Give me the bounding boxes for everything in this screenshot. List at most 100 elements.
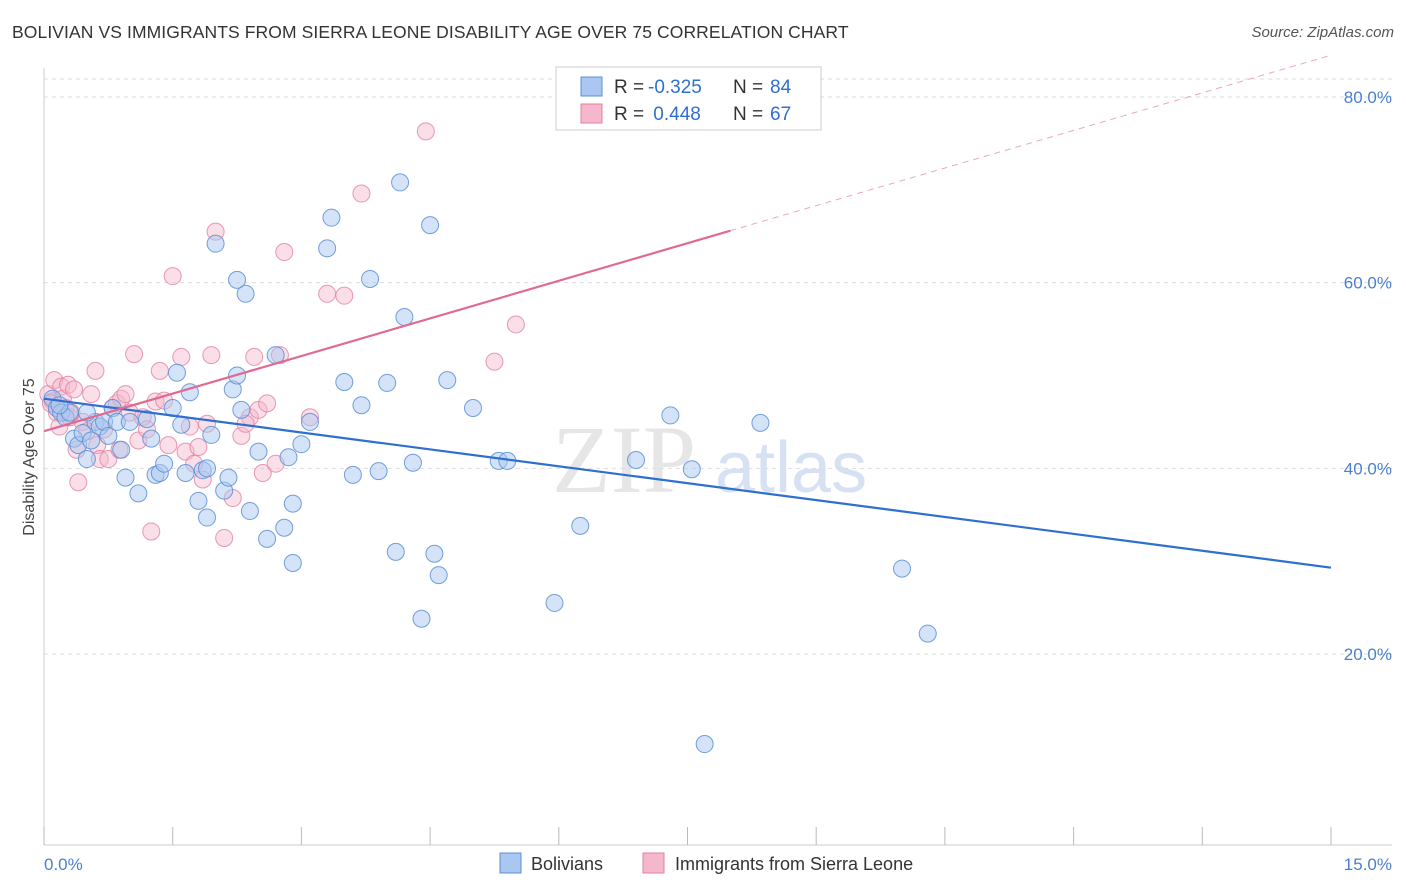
stats-r-label-2: R = xyxy=(614,104,644,125)
data-point-bolivians xyxy=(429,566,448,585)
data-point-sierra-leone xyxy=(485,352,504,371)
data-point-sierra-leone xyxy=(65,380,84,399)
data-point-bolivians xyxy=(228,270,247,289)
data-point-sierra-leone xyxy=(82,385,101,404)
data-point-bolivians xyxy=(335,372,354,391)
data-point-bolivians xyxy=(751,413,770,432)
data-point-bolivians xyxy=(189,491,208,510)
data-point-bolivians xyxy=(464,398,482,417)
trend-line-bolivians xyxy=(43,397,1332,569)
chart-source: Source: ZipAtlas.com xyxy=(1251,24,1394,41)
data-point-bolivians xyxy=(421,216,440,235)
data-point-bolivians xyxy=(176,463,195,482)
x-tick-label-min: 0.0% xyxy=(44,855,83,874)
stats-swatch-bolivians xyxy=(580,76,603,97)
trend-lines xyxy=(43,54,1332,569)
y-tick-label: 80.0% xyxy=(1344,88,1392,107)
data-point-bolivians xyxy=(395,308,414,327)
y-tick-label: 40.0% xyxy=(1344,459,1392,478)
stats-n-label-1: N = xyxy=(733,77,763,98)
stats-r-value-1: -0.325 xyxy=(648,77,702,98)
data-point-bolivians xyxy=(300,412,319,431)
data-point-bolivians xyxy=(172,415,191,434)
data-point-bolivians xyxy=(206,234,225,253)
data-point-bolivians xyxy=(412,609,431,628)
data-point-sierra-leone xyxy=(258,394,277,413)
stats-r-label-1: R = xyxy=(614,77,644,98)
data-point-sierra-leone xyxy=(142,522,161,541)
data-point-bolivians xyxy=(627,450,646,469)
data-point-sierra-leone xyxy=(150,361,169,380)
data-point-bolivians xyxy=(369,462,388,481)
stats-swatch-sierra-leone xyxy=(580,103,603,124)
data-point-sierra-leone xyxy=(245,347,264,366)
data-point-bolivians xyxy=(167,363,186,382)
data-point-sierra-leone xyxy=(506,315,525,334)
stats-legend-box: R = -0.325 N = 84 R = 0.448 N = 67 xyxy=(555,66,822,131)
data-point-sierra-leone xyxy=(159,436,178,455)
data-point-sierra-leone xyxy=(335,286,354,305)
data-point-bolivians xyxy=(695,735,714,754)
data-point-bolivians xyxy=(198,459,217,478)
data-point-bolivians xyxy=(352,396,371,415)
series-bolivians-points xyxy=(43,173,937,754)
data-point-bolivians xyxy=(202,425,221,444)
y-tick-label: 60.0% xyxy=(1344,274,1392,293)
data-point-sierra-leone xyxy=(232,426,251,445)
data-point-bolivians xyxy=(283,554,302,573)
data-point-sierra-leone xyxy=(416,122,435,141)
legend-swatch-sierra-leone xyxy=(642,852,665,874)
stats-r-value-2: 0.448 xyxy=(648,104,701,125)
data-point-bolivians xyxy=(279,448,298,467)
data-point-bolivians xyxy=(120,412,139,431)
data-point-sierra-leone xyxy=(86,361,105,380)
series-sierra-leone-points xyxy=(39,122,525,547)
data-point-bolivians xyxy=(343,465,362,484)
data-point-bolivians xyxy=(116,468,135,487)
legend-label-bolivians: Bolivians xyxy=(531,854,603,874)
data-point-bolivians xyxy=(283,494,302,513)
data-point-bolivians xyxy=(893,559,911,578)
data-point-bolivians xyxy=(438,371,457,390)
data-point-bolivians xyxy=(918,624,937,643)
chart-title: BOLIVIAN VS IMMIGRANTS FROM SIERRA LEONE… xyxy=(12,22,849,42)
data-point-bolivians xyxy=(232,400,251,419)
data-point-bolivians xyxy=(403,453,422,472)
watermark: ZIP atlas xyxy=(552,406,867,513)
series-legend: Bolivians Immigrants from Sierra Leone xyxy=(499,852,913,874)
data-point-bolivians xyxy=(219,468,238,487)
data-point-bolivians xyxy=(77,450,96,469)
data-point-bolivians xyxy=(682,460,701,479)
data-point-sierra-leone xyxy=(69,473,88,492)
data-point-bolivians xyxy=(258,529,277,548)
data-point-bolivians xyxy=(99,426,118,445)
data-point-bolivians xyxy=(137,410,156,429)
data-point-sierra-leone xyxy=(202,346,221,365)
data-point-bolivians xyxy=(292,435,311,454)
data-point-bolivians xyxy=(198,508,217,527)
y-tick-labels: 20.0% 40.0% 60.0% 80.0% xyxy=(1344,88,1392,664)
data-point-bolivians xyxy=(236,284,255,303)
data-point-sierra-leone xyxy=(125,345,144,364)
data-point-bolivians xyxy=(322,208,341,227)
data-point-sierra-leone xyxy=(59,375,78,394)
data-point-bolivians xyxy=(571,516,590,535)
data-point-bolivians xyxy=(378,373,397,392)
y-axis-label: Disability Age Over 75 xyxy=(21,378,38,536)
data-point-sierra-leone xyxy=(253,463,272,482)
legend-label-sierra-leone: Immigrants from Sierra Leone xyxy=(675,854,913,874)
data-point-bolivians xyxy=(155,454,174,473)
stats-n-label-2: N = xyxy=(733,104,763,125)
data-point-sierra-leone xyxy=(215,528,234,547)
data-point-sierra-leone xyxy=(172,347,191,366)
data-point-bolivians xyxy=(82,431,101,450)
stats-n-value-1: 84 xyxy=(770,77,792,98)
data-point-bolivians xyxy=(545,593,564,612)
data-point-sierra-leone xyxy=(189,437,208,456)
data-point-bolivians xyxy=(275,518,294,537)
data-point-bolivians xyxy=(249,442,268,461)
data-point-bolivians xyxy=(129,484,148,503)
data-point-bolivians xyxy=(240,502,259,521)
data-point-sierra-leone xyxy=(318,284,337,303)
